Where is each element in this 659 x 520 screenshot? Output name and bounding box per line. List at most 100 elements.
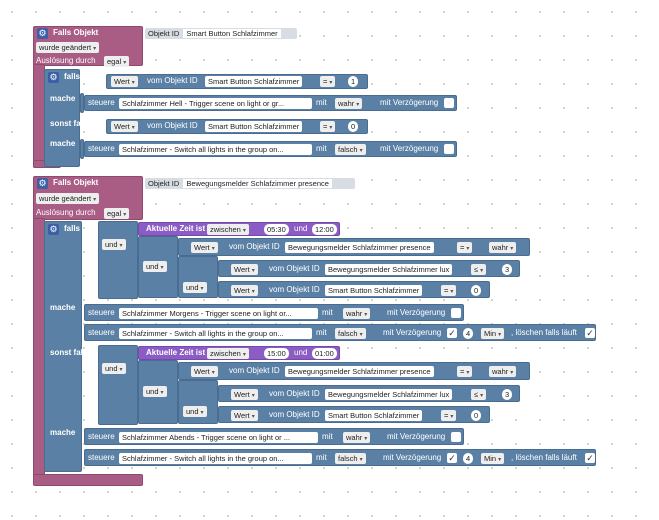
object-id-input[interactable]: Bewegungsmelder Schlafzimmer presence: [285, 242, 434, 253]
compare-value[interactable]: 1: [348, 76, 359, 87]
delay-duration[interactable]: 4: [463, 453, 474, 464]
condition-button-2[interactable]: Wert ▾ vom Objekt ID Smart Button Schlafz…: [218, 406, 490, 423]
if-block-2[interactable]: [44, 221, 82, 472]
and-dropdown[interactable]: und ▾: [143, 261, 167, 272]
and-dropdown[interactable]: und ▾: [143, 386, 167, 397]
object-id-input[interactable]: Smart Button Schlafzimmer: [205, 76, 303, 87]
value-dropdown[interactable]: wahr ▾: [489, 366, 517, 377]
control-target-input[interactable]: Schlafzimmer Hell - Trigger scene on lig…: [119, 98, 312, 109]
delay-checkbox[interactable]: [444, 144, 454, 154]
compare-value[interactable]: 0: [471, 285, 482, 296]
operator-dropdown[interactable]: = ▾: [441, 410, 457, 421]
time-condition-2[interactable]: Aktuelle Zeit ist zwischen ▾ 15:00 und 01…: [138, 346, 340, 360]
and-block-mid[interactable]: und ▾: [138, 236, 178, 298]
delay-checkbox[interactable]: [451, 432, 461, 442]
and-dropdown[interactable]: und ▾: [102, 239, 126, 250]
clear-checkbox[interactable]: ✓: [585, 328, 595, 338]
object-id-field[interactable]: Objekt ID Smart Button Schlafzimmer: [145, 28, 297, 39]
time-from-value[interactable]: 05:30: [264, 224, 289, 235]
control-target-input[interactable]: Schlafzimmer - Switch all lights in the …: [119, 144, 312, 155]
control-action-1[interactable]: steuere Schlafzimmer Hell - Trigger scen…: [84, 95, 457, 111]
condition-compare-1[interactable]: Wert ▾ vom Objekt ID Smart Button Schlafz…: [106, 74, 368, 89]
object-id-input[interactable]: Bewegungsmelder Schlafzimmer lux: [325, 264, 453, 275]
value-dropdown[interactable]: wahr ▾: [489, 242, 517, 253]
condition-presence-2[interactable]: Wert ▾ vom Objekt ID Bewegungsmelder Schl…: [178, 362, 530, 380]
gear-icon[interactable]: ⚙: [37, 28, 48, 39]
operator-dropdown[interactable]: ≤ ▾: [471, 264, 487, 275]
control-target-input[interactable]: Schlafzimmer Morgens - Trigger scene on …: [119, 308, 318, 319]
field-dropdown[interactable]: Wert ▾: [231, 389, 258, 400]
and-dropdown[interactable]: und ▾: [183, 282, 207, 293]
field-dropdown[interactable]: Wert ▾: [111, 121, 138, 132]
gear-icon[interactable]: ⚙: [48, 224, 59, 235]
control-target-input[interactable]: Schlafzimmer Abends - Trigger scene on l…: [119, 432, 318, 443]
changed-mode-dropdown[interactable]: wurde geändert ▾: [36, 193, 100, 204]
gear-icon[interactable]: ⚙: [37, 178, 48, 189]
compare-value[interactable]: 0: [471, 410, 482, 421]
operator-dropdown[interactable]: = ▾: [457, 366, 473, 377]
delay-checkbox[interactable]: [444, 98, 454, 108]
delay-duration[interactable]: 4: [463, 328, 474, 339]
delay-checkbox[interactable]: [451, 308, 461, 318]
and-block-mid-2[interactable]: und ▾: [138, 360, 178, 424]
operator-dropdown[interactable]: ≤ ▾: [471, 389, 487, 400]
control-target-input[interactable]: Schlafzimmer - Switch all lights in the …: [119, 453, 312, 464]
compare-value[interactable]: 3: [502, 264, 513, 275]
field-dropdown[interactable]: Wert ▾: [191, 242, 218, 253]
field-dropdown[interactable]: Wert ▾: [111, 76, 138, 87]
operator-dropdown[interactable]: = ▾: [320, 76, 336, 87]
object-id-input[interactable]: Smart Button Schlafzimmer: [205, 121, 303, 132]
and-block-inner-2[interactable]: und ▾: [178, 380, 218, 424]
value-dropdown[interactable]: wahr ▾: [343, 432, 371, 443]
gear-icon[interactable]: ⚙: [48, 72, 59, 83]
value-dropdown[interactable]: falsch ▾: [335, 144, 366, 155]
field-dropdown[interactable]: Wert ▾: [231, 410, 258, 421]
time-to-value[interactable]: 01:00: [312, 348, 337, 359]
condition-lux-1[interactable]: Wert ▾ vom Objekt ID Bewegungsmelder Schl…: [218, 260, 520, 277]
control-action-off-1[interactable]: steuere Schlafzimmer - Switch all lights…: [84, 324, 596, 341]
trigger-by-dropdown[interactable]: egal ▾: [104, 56, 130, 67]
unit-dropdown[interactable]: Min ▾: [481, 453, 505, 464]
and-block-inner[interactable]: und ▾: [178, 256, 218, 298]
and-block-outer-2[interactable]: und ▾: [98, 345, 138, 425]
time-from-value[interactable]: 15:00: [264, 348, 289, 359]
condition-button-1[interactable]: Wert ▾ vom Objekt ID Smart Button Schlafz…: [218, 281, 490, 298]
condition-lux-2[interactable]: Wert ▾ vom Objekt ID Bewegungsmelder Schl…: [218, 385, 520, 402]
control-action-evening[interactable]: steuere Schlafzimmer Abends - Trigger sc…: [84, 428, 464, 445]
object-id-input[interactable]: Smart Button Schlafzimmer: [325, 410, 423, 421]
control-action-morning[interactable]: steuere Schlafzimmer Morgens - Trigger s…: [84, 304, 464, 321]
and-dropdown[interactable]: und ▾: [102, 363, 126, 374]
compare-value[interactable]: 3: [502, 389, 513, 400]
time-mode-dropdown[interactable]: zwischen ▾: [207, 224, 249, 235]
object-id-field[interactable]: Objekt ID Bewegungsmelder Schlafzimmer p…: [145, 178, 355, 189]
operator-dropdown[interactable]: = ▾: [441, 285, 457, 296]
if-block-1[interactable]: [44, 69, 80, 167]
compare-value[interactable]: 0: [348, 121, 359, 132]
object-id-input[interactable]: Bewegungsmelder Schlafzimmer lux: [325, 389, 453, 400]
clear-checkbox[interactable]: ✓: [585, 453, 595, 463]
operator-dropdown[interactable]: = ▾: [320, 121, 336, 132]
value-dropdown[interactable]: falsch ▾: [335, 453, 366, 464]
and-block-outer[interactable]: und ▾: [98, 221, 138, 299]
condition-compare-2[interactable]: Wert ▾ vom Objekt ID Smart Button Schlafz…: [106, 119, 368, 134]
control-action-off-2[interactable]: steuere Schlafzimmer - Switch all lights…: [84, 449, 596, 466]
field-dropdown[interactable]: Wert ▾: [231, 285, 258, 296]
and-dropdown[interactable]: und ▾: [183, 406, 207, 417]
control-action-2[interactable]: steuere Schlafzimmer - Switch all lights…: [84, 141, 457, 157]
value-dropdown[interactable]: wahr ▾: [343, 308, 371, 319]
operator-dropdown[interactable]: = ▾: [457, 242, 473, 253]
time-mode-dropdown[interactable]: zwischen ▾: [207, 348, 249, 359]
object-id-input[interactable]: Smart Button Schlafzimmer: [325, 285, 423, 296]
condition-presence-1[interactable]: Wert ▾ vom Objekt ID Bewegungsmelder Schl…: [178, 238, 530, 256]
field-dropdown[interactable]: Wert ▾: [191, 366, 218, 377]
time-condition-1[interactable]: Aktuelle Zeit ist zwischen ▾ 05:30 und 12…: [138, 222, 340, 236]
delay-checkbox[interactable]: ✓: [447, 453, 457, 463]
trigger-by-dropdown[interactable]: egal ▾: [104, 208, 130, 219]
unit-dropdown[interactable]: Min ▾: [481, 328, 505, 339]
field-dropdown[interactable]: Wert ▾: [231, 264, 258, 275]
delay-checkbox[interactable]: ✓: [447, 328, 457, 338]
control-target-input[interactable]: Schlafzimmer - Switch all lights in the …: [119, 328, 312, 339]
value-dropdown[interactable]: wahr ▾: [335, 98, 363, 109]
object-id-input[interactable]: Bewegungsmelder Schlafzimmer presence: [285, 366, 434, 377]
time-to-value[interactable]: 12:00: [312, 224, 337, 235]
